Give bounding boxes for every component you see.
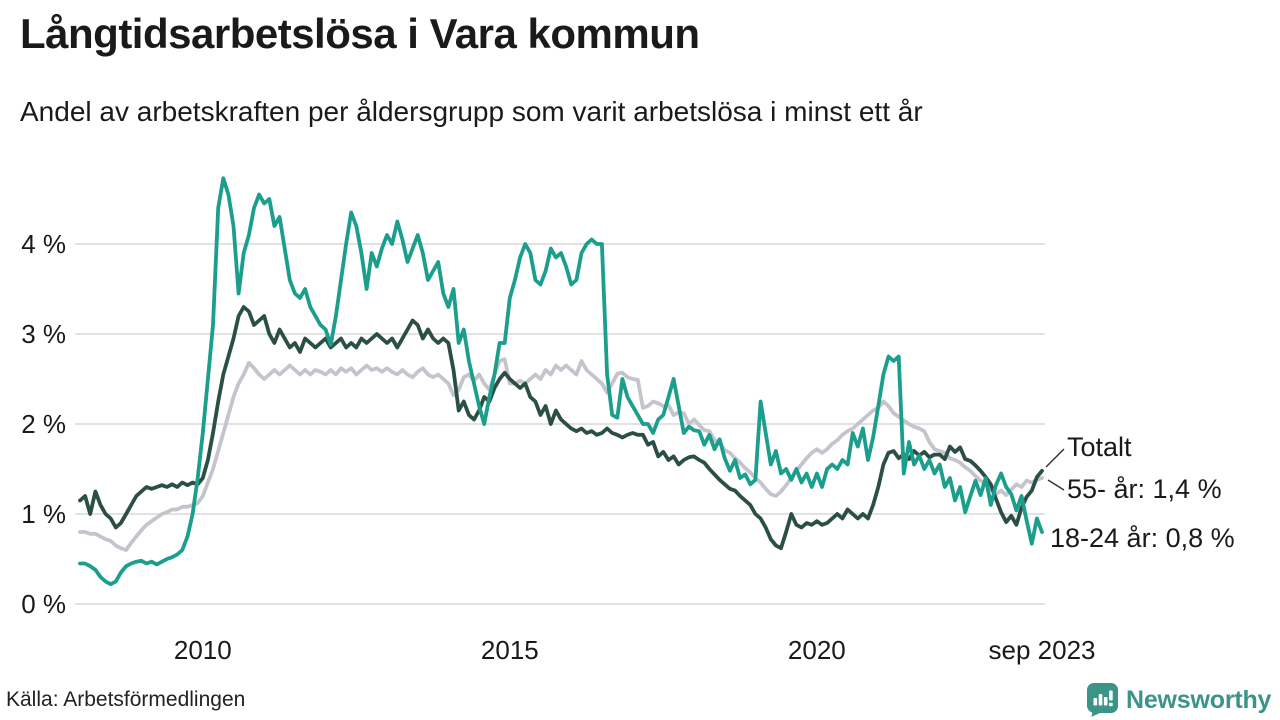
y-axis-labels: 0 % 1 % 2 % 3 % 4 % [21, 229, 66, 619]
x-tick-label: sep 2023 [989, 635, 1096, 665]
gridlines [75, 243, 1045, 605]
brand-name: Newsworthy [1126, 685, 1272, 714]
y-tick-label: 1 % [21, 499, 66, 529]
annotation-18-24-ar: 18-24 år: 0,8 % [1050, 523, 1235, 553]
y-tick-label: 3 % [21, 319, 66, 349]
newsworthy-brand: Newsworthy [1086, 682, 1271, 718]
series-line-18-24-r [78, 176, 1044, 587]
page-title: Långtidsarbetslösa i Vara kommun [20, 10, 700, 57]
leader-line-55 [1047, 479, 1065, 491]
y-tick-label: 4 % [21, 229, 66, 259]
series-lines [78, 176, 1044, 587]
newsworthy-logo-icon [1087, 683, 1118, 717]
x-tick-label: 2015 [481, 635, 539, 665]
annotation-totalt: Totalt [1067, 432, 1132, 462]
y-tick-label: 0 % [21, 589, 66, 619]
series-line-totalt [78, 305, 1044, 551]
source-note: Källa: Arbetsförmedlingen [6, 688, 246, 711]
page-subtitle: Andel av arbetskraften per åldersgrupp s… [20, 96, 923, 127]
x-tick-label: 2010 [174, 635, 232, 665]
y-tick-label: 2 % [21, 409, 66, 439]
leader-line-totalt [1045, 448, 1065, 468]
annotation-55-ar: 55- år: 1,4 % [1067, 474, 1222, 504]
x-tick-label: 2020 [788, 635, 846, 665]
series-line-55-r [78, 357, 1044, 552]
x-axis-labels: 2010 2015 2020 sep 2023 [174, 635, 1096, 665]
